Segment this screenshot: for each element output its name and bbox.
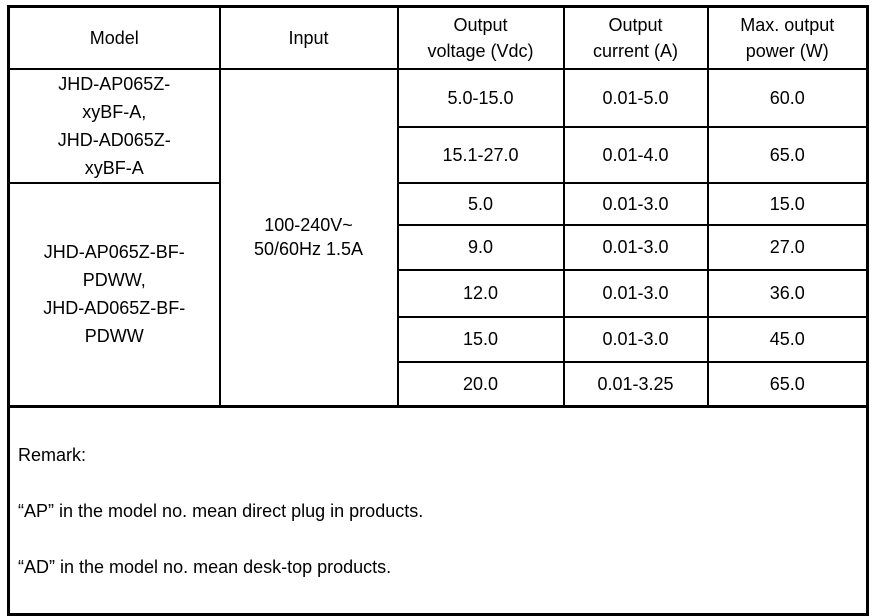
spec-table: Model Input Output voltage (Vdc) Output …: [7, 5, 869, 616]
power-cell: 36.0: [706, 268, 869, 318]
power-cell: 65.0: [706, 126, 869, 184]
header-row: Model Input Output voltage (Vdc) Output …: [7, 5, 869, 70]
current-cell: 0.01-3.0: [562, 268, 709, 318]
header-max-output-power: Max. output power (W): [706, 5, 869, 70]
voltage-cell: 20.0: [396, 360, 565, 408]
header-model: Model: [7, 5, 221, 70]
header-output-current: Output current (A): [562, 5, 709, 70]
table-row: JHD-AP065Z-BF- PDWW, JHD-AD065Z-BF- PDWW…: [7, 181, 869, 408]
power-cell: 65.0: [706, 360, 869, 408]
voltage-cell: 9.0: [396, 223, 565, 271]
remark-line-ad: “AD” in the model no. mean desk-top prod…: [18, 557, 392, 577]
power-cell: 27.0: [706, 223, 869, 271]
power-cell: 15.0: [706, 181, 869, 226]
table-row: 15.1-27.0 0.01-4.0 65.0: [9, 126, 869, 184]
power-cell: 60.0: [706, 67, 869, 128]
current-cell: 0.01-3.25: [562, 360, 709, 408]
remark-title: Remark:: [18, 445, 87, 465]
power-cell: 45.0: [706, 315, 869, 363]
voltage-cell: 12.0: [396, 268, 565, 318]
remark-row: Remark: “AP” in the model no. mean direc…: [7, 405, 869, 616]
voltage-cell: 5.0-15.0: [396, 67, 565, 128]
table-row: 9.0 0.01-3.0 27.0: [9, 223, 869, 271]
model-group-xybf: JHD-AP065Z- xyBF-A, JHD-AD065Z- xyBF-A: [7, 67, 221, 184]
document-page: Model Input Output voltage (Vdc) Output …: [7, 5, 869, 616]
remark-line-ap: “AP” in the model no. mean direct plug i…: [18, 501, 424, 521]
model-group-bf-pdww: JHD-AP065Z-BF- PDWW, JHD-AD065Z-BF- PDWW: [7, 181, 221, 408]
header-input: Input: [218, 5, 399, 70]
table-row: JHD-AP065Z- xyBF-A, JHD-AD065Z- xyBF-A 1…: [7, 67, 869, 408]
current-cell: 0.01-3.0: [562, 181, 709, 226]
header-output-voltage: Output voltage (Vdc): [396, 5, 565, 70]
table-row: 20.0 0.01-3.25 65.0: [9, 360, 869, 408]
current-cell: 0.01-3.0: [562, 223, 709, 271]
input-value-cell: 100-240V~ 50/60Hz 1.5A: [218, 67, 399, 408]
current-cell: 0.01-3.0: [562, 315, 709, 363]
remark-cell: Remark: “AP” in the model no. mean direc…: [7, 405, 869, 616]
voltage-cell: 15.0: [396, 315, 565, 363]
voltage-cell: 5.0: [396, 181, 565, 226]
current-cell: 0.01-4.0: [562, 126, 709, 184]
voltage-cell: 15.1-27.0: [396, 126, 565, 184]
current-cell: 0.01-5.0: [562, 67, 709, 128]
table-row: 12.0 0.01-3.0 36.0: [9, 268, 869, 318]
table-row: 15.0 0.01-3.0 45.0: [9, 315, 869, 363]
